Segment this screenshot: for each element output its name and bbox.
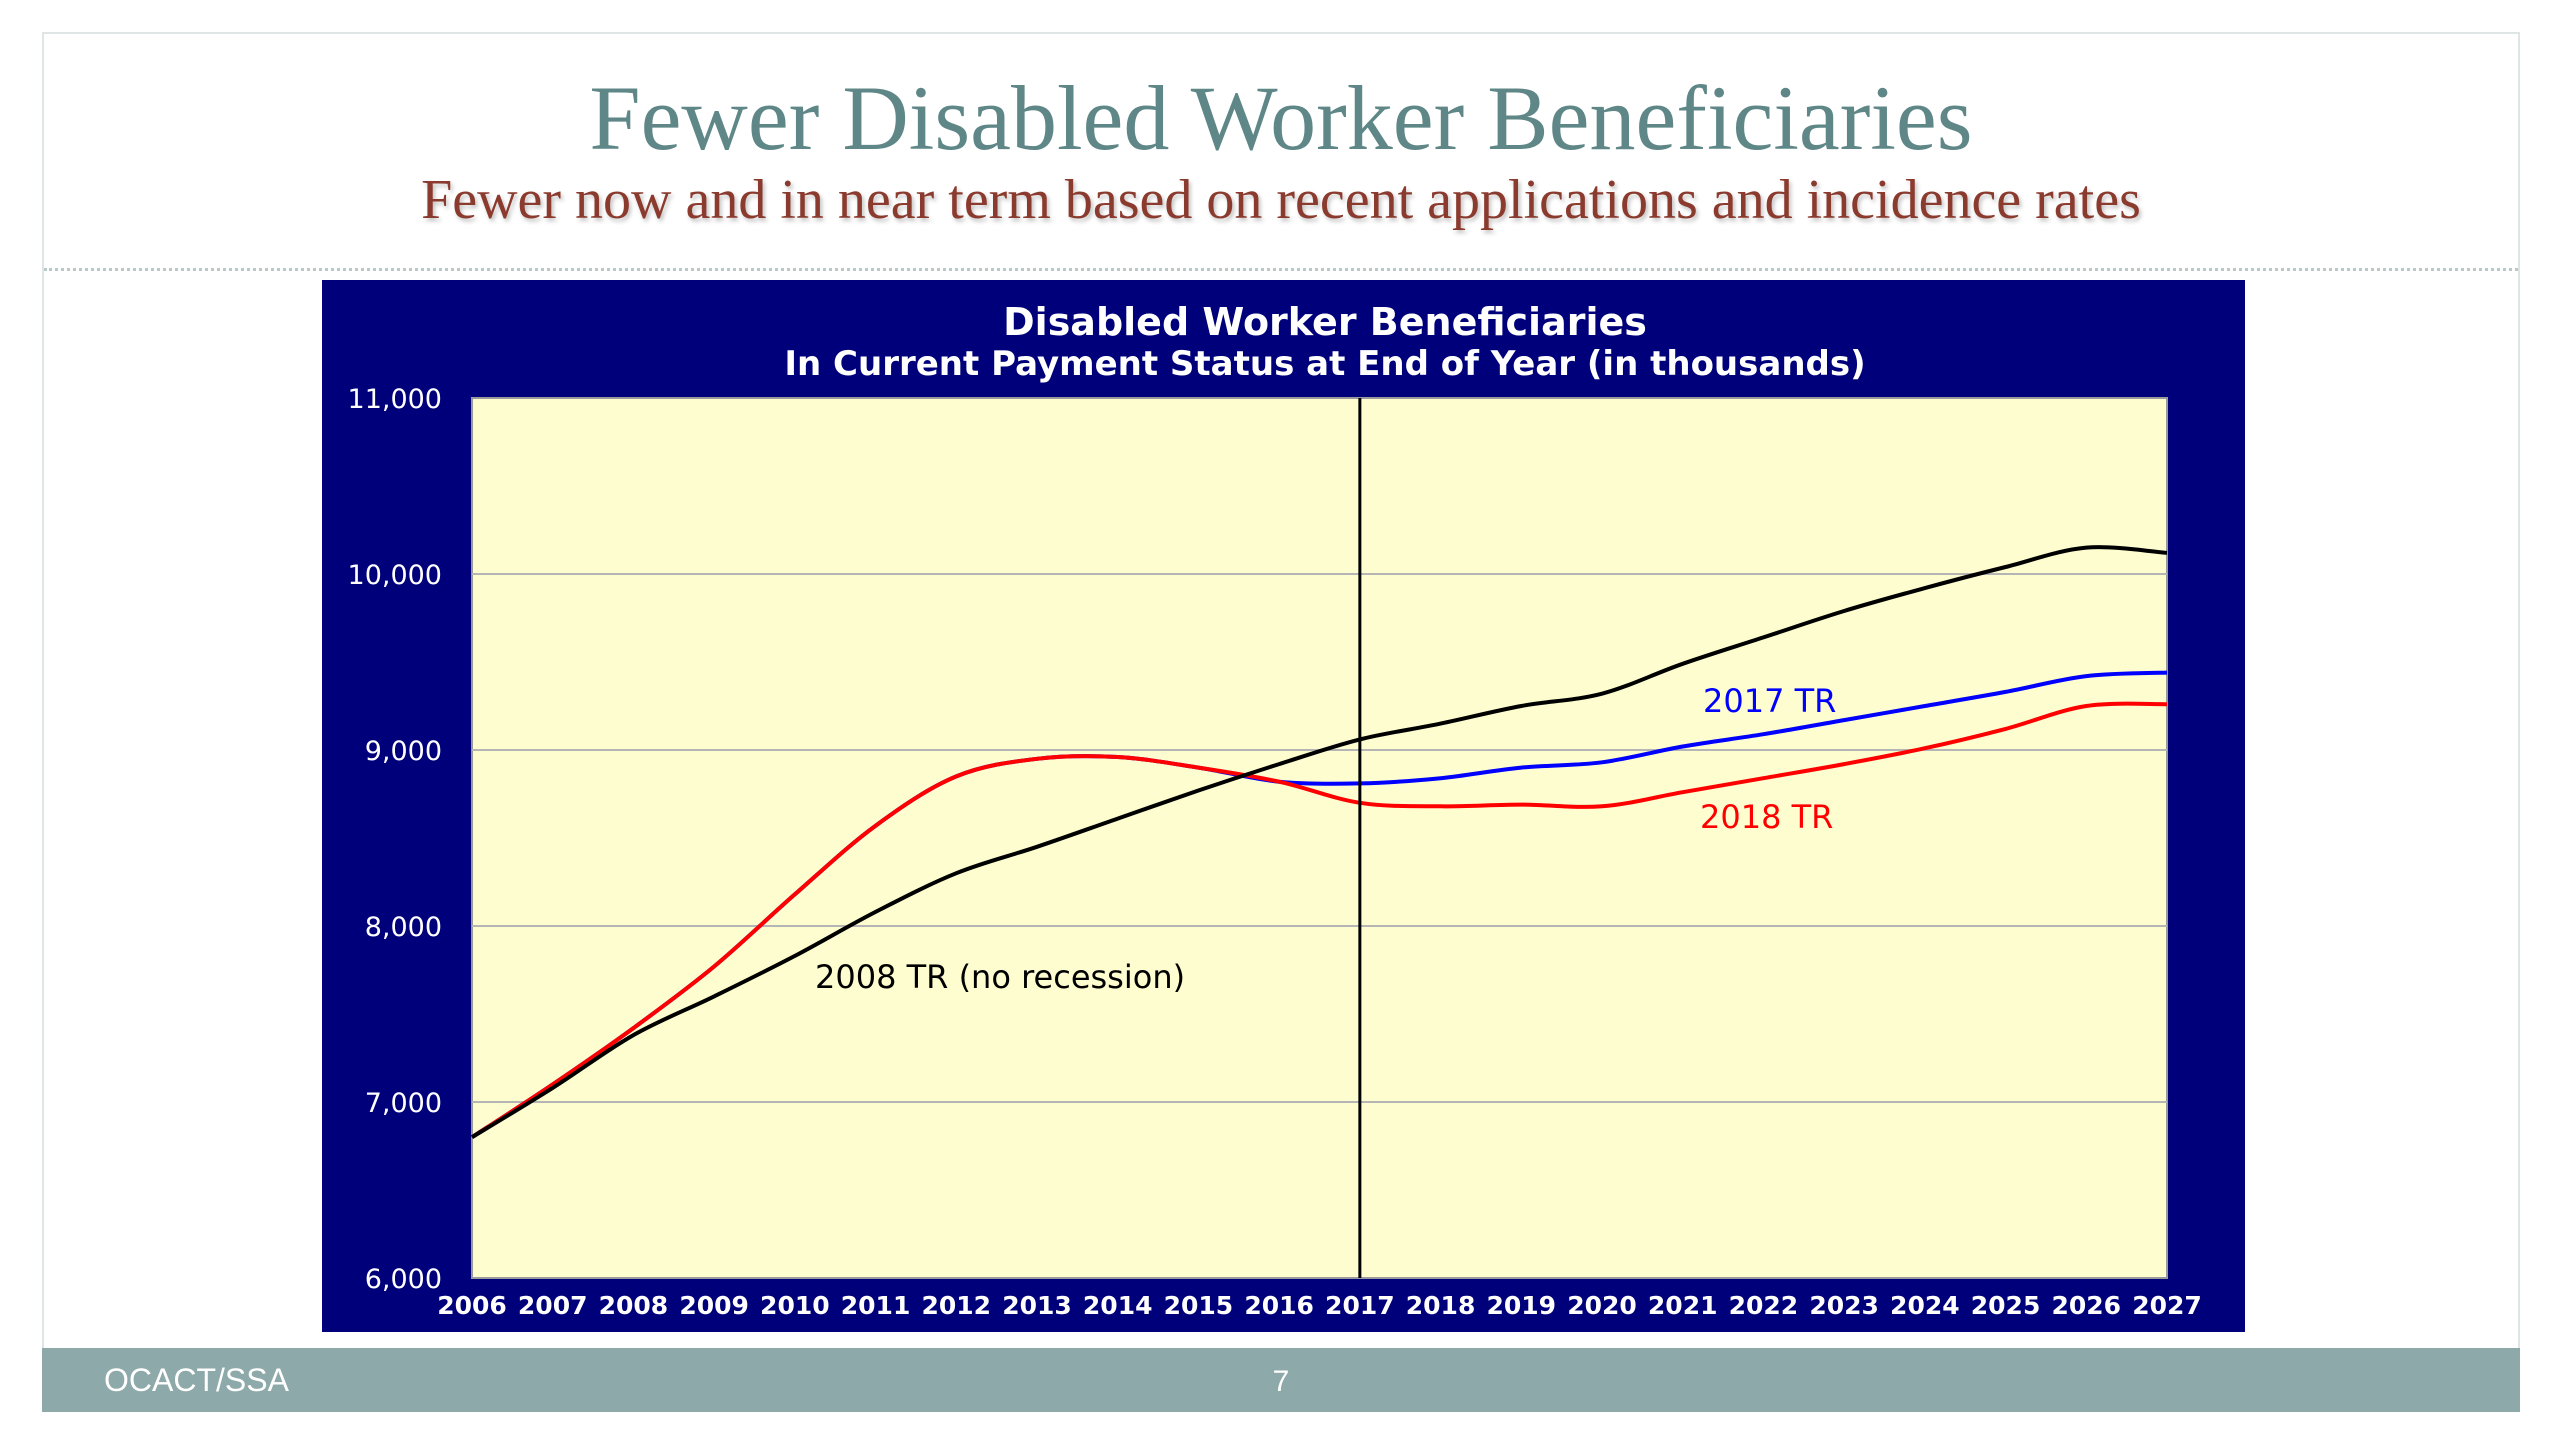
page-number: 7	[1272, 1365, 1290, 1398]
x-tick-label: 2006	[437, 1291, 507, 1320]
x-axis-tick-labels: 2006 2007 2008 2009 2010 2011 2012 2013 2014 2015…	[437, 1291, 2202, 1320]
y-tick-label: 8,000	[365, 912, 442, 943]
series-lines	[470, 545, 2168, 1139]
chart-title: Disabled Worker Beneficiaries	[1003, 300, 1647, 344]
x-tick-label: 2021	[1648, 1291, 1718, 1320]
plot-area	[471, 397, 2168, 1279]
x-tick-label: 2011	[841, 1291, 911, 1320]
x-tick-label: 2009	[679, 1291, 749, 1320]
y-axis-tick-labels: 6,000 7,000 8,000 9,000 10,000 11,000	[348, 384, 442, 1295]
title-divider	[44, 268, 2518, 271]
x-tick-label: 2007	[518, 1291, 588, 1320]
x-tick-label: 2027	[2132, 1291, 2202, 1320]
x-tick-label: 2023	[1809, 1291, 1879, 1320]
x-tick-label: 2008	[599, 1291, 669, 1320]
x-tick-label: 2025	[1971, 1291, 2041, 1320]
y-tick-label: 7,000	[365, 1088, 442, 1119]
y-tick-label: 10,000	[348, 560, 442, 591]
x-tick-label: 2022	[1729, 1291, 1799, 1320]
x-tick-label: 2017	[1325, 1291, 1395, 1320]
chart-subtitle: In Current Payment Status at End of Year…	[784, 344, 1865, 384]
slide-subtitle: Fewer now and in near term based on rece…	[421, 169, 2141, 231]
x-tick-label: 2020	[1567, 1291, 1637, 1320]
x-tick-label: 2026	[2051, 1291, 2121, 1320]
series-label-2008-tr: 2008 TR (no recession)	[815, 958, 1185, 996]
series-line	[470, 701, 2168, 1139]
series-line	[470, 545, 2168, 1139]
footer-bar: OCACT/SSA 7	[42, 1348, 2520, 1412]
footer-source: OCACT/SSA	[104, 1362, 289, 1398]
x-tick-label: 2024	[1890, 1291, 1960, 1320]
x-tick-label: 2015	[1164, 1291, 1234, 1320]
x-tick-label: 2018	[1406, 1291, 1476, 1320]
x-tick-label: 2019	[1486, 1291, 1556, 1320]
y-tick-label: 11,000	[348, 384, 442, 415]
x-tick-label: 2016	[1244, 1291, 1314, 1320]
series-label-2018-tr: 2018 TR	[1700, 798, 1833, 836]
slide-title: Fewer Disabled Worker Beneficiaries	[589, 67, 1973, 169]
x-tick-label: 2013	[1002, 1291, 1072, 1320]
y-tick-label: 6,000	[365, 1264, 442, 1295]
y-tick-label: 9,000	[365, 736, 442, 767]
x-tick-label: 2010	[760, 1291, 830, 1320]
x-tick-label: 2012	[921, 1291, 991, 1320]
x-tick-label: 2014	[1083, 1291, 1153, 1320]
series-label-2017-tr: 2017 TR	[1703, 682, 1836, 720]
